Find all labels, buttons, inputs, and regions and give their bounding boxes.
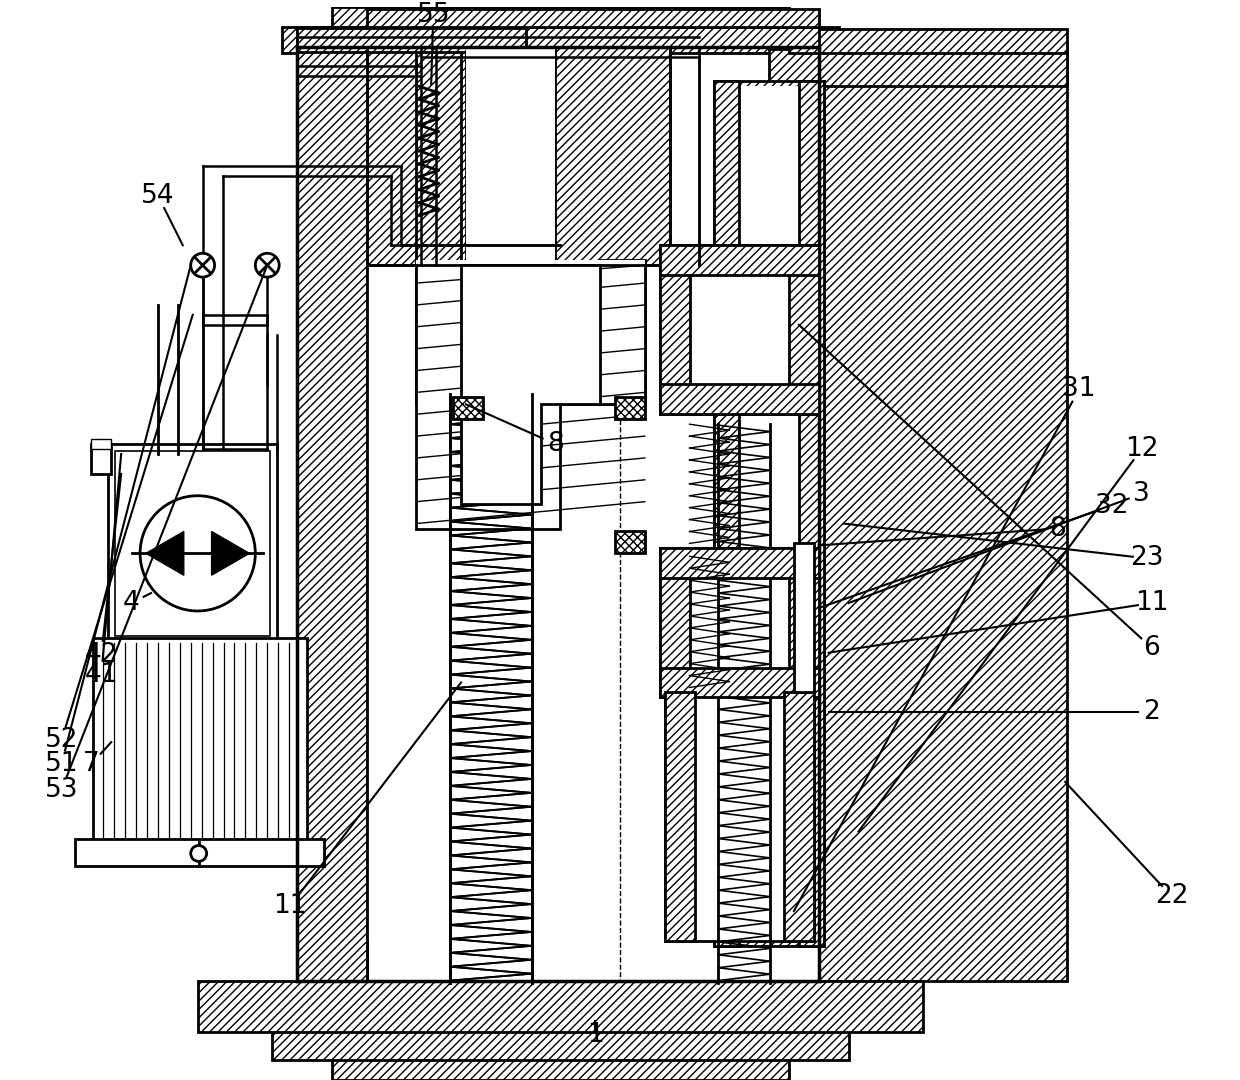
Bar	[93, 638, 308, 841]
Bar	[92, 444, 112, 474]
Bar	[660, 549, 818, 578]
Text: 11: 11	[273, 893, 306, 919]
Bar	[115, 451, 270, 636]
Bar	[818, 46, 1068, 981]
Bar	[332, 1058, 789, 1080]
Bar	[799, 81, 823, 946]
Text: 42: 42	[84, 642, 118, 667]
Text: 3: 3	[1133, 481, 1149, 507]
Text: 22: 22	[1154, 883, 1188, 909]
Bar	[660, 245, 689, 415]
Polygon shape	[146, 531, 184, 576]
Text: 12: 12	[1125, 436, 1158, 462]
Bar	[298, 27, 367, 981]
Bar	[298, 28, 526, 52]
Bar	[660, 245, 818, 275]
Bar	[660, 549, 818, 698]
Bar	[108, 444, 278, 643]
Bar	[332, 6, 789, 29]
Text: 11: 11	[1135, 590, 1168, 616]
Bar	[789, 29, 1068, 53]
Text: 55: 55	[417, 2, 450, 28]
Bar	[660, 245, 818, 415]
Bar	[660, 667, 818, 698]
Bar	[794, 543, 813, 692]
Text: 32: 32	[1095, 492, 1128, 518]
Circle shape	[191, 254, 215, 278]
Text: 53: 53	[45, 777, 78, 802]
Polygon shape	[417, 266, 645, 528]
Bar	[660, 384, 818, 415]
Bar	[789, 549, 818, 698]
Text: 2: 2	[1143, 700, 1159, 726]
Bar	[283, 27, 838, 53]
Bar	[451, 396, 531, 981]
Circle shape	[140, 496, 255, 611]
Bar	[769, 49, 1068, 86]
Bar	[556, 46, 670, 266]
Text: 1: 1	[587, 1023, 604, 1049]
Bar	[197, 981, 923, 1032]
Circle shape	[255, 254, 279, 278]
Text: 52: 52	[45, 727, 78, 753]
Bar	[789, 245, 818, 415]
Polygon shape	[461, 266, 600, 503]
Bar	[92, 440, 112, 449]
Text: 4: 4	[123, 590, 139, 616]
Bar	[367, 9, 818, 27]
Bar	[466, 46, 556, 266]
Bar	[714, 81, 823, 946]
Text: 51: 51	[45, 751, 78, 777]
Bar	[739, 86, 799, 941]
Bar	[367, 46, 417, 941]
Bar	[660, 549, 689, 698]
Text: 23: 23	[1130, 545, 1163, 571]
Bar	[417, 260, 645, 404]
Bar	[417, 46, 461, 404]
Text: 6: 6	[1143, 635, 1159, 661]
Text: 8: 8	[547, 431, 564, 457]
Bar	[615, 397, 645, 419]
Circle shape	[191, 846, 207, 862]
Bar	[714, 81, 739, 946]
Text: 31: 31	[1063, 377, 1096, 403]
Bar	[273, 1030, 848, 1061]
Text: 7: 7	[83, 751, 99, 777]
Bar	[600, 260, 645, 404]
Bar	[76, 838, 324, 866]
Polygon shape	[212, 531, 249, 576]
Bar	[665, 692, 813, 941]
Bar	[719, 86, 818, 941]
Text: 41: 41	[84, 662, 118, 688]
Bar	[453, 397, 482, 419]
Bar	[784, 692, 813, 941]
Bar	[298, 27, 818, 46]
Bar	[665, 692, 694, 941]
Text: 8: 8	[1049, 515, 1065, 541]
Bar	[367, 46, 466, 266]
Text: 54: 54	[141, 183, 175, 208]
Bar	[615, 531, 645, 553]
